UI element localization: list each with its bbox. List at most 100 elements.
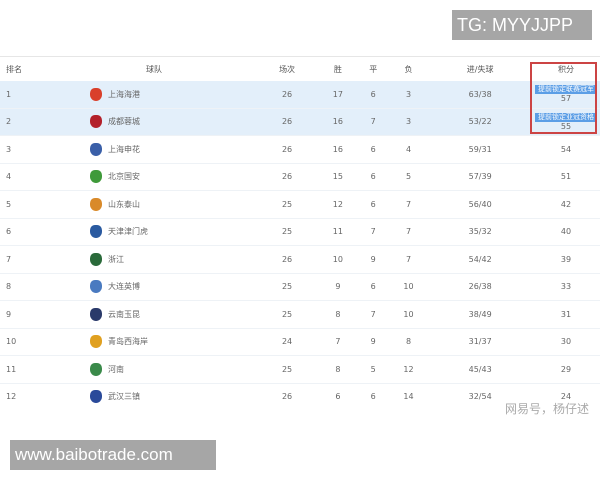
points: 39	[560, 254, 572, 264]
standings-table: 排名 球队 场次 胜 平 负 进/失球 积分 1 上海海港 26 17 6 3 …	[0, 57, 600, 410]
won: 8	[318, 355, 358, 383]
team-cell: 大连英博	[66, 272, 256, 301]
team-cell: 上海海港	[66, 81, 256, 108]
lost: 12	[388, 355, 429, 383]
lost: 3	[388, 81, 429, 108]
goals: 63/38	[428, 81, 532, 108]
tg-watermark: TG: MYYJJPP	[452, 10, 592, 40]
lost: 10	[388, 272, 429, 301]
team-name: 天津津门虎	[108, 227, 148, 237]
goals: 32/54	[428, 382, 532, 410]
rank: 11	[0, 355, 66, 383]
goals: 31/37	[428, 327, 532, 356]
rank: 10	[0, 327, 66, 356]
drawn: 7	[357, 107, 389, 136]
drawn: 6	[357, 162, 389, 191]
points: 29	[560, 364, 572, 374]
team-logo-icon	[90, 307, 102, 321]
status-badge: 提前锁定联赛冠军	[535, 85, 597, 95]
won: 11	[318, 217, 358, 246]
points: 51	[560, 172, 572, 182]
points-cell: 40	[532, 217, 600, 246]
table-row: 4 北京国安 26 15 6 5 57/39 51	[0, 162, 600, 191]
lost: 14	[388, 382, 429, 410]
lost: 8	[388, 327, 429, 356]
team-logo-icon	[90, 142, 102, 156]
team-cell: 天津津门虎	[66, 217, 256, 246]
header-played: 场次	[279, 64, 296, 74]
table-row: 1 上海海港 26 17 6 3 63/38 提前锁定联赛冠军 57	[0, 81, 600, 108]
team-logo-icon	[90, 87, 102, 101]
points: 31	[560, 309, 572, 319]
team-logo-icon	[90, 390, 102, 404]
table-row: 8 大连英博 25 9 6 10 26/38 33	[0, 272, 600, 301]
goals: 35/32	[428, 217, 532, 246]
won: 12	[318, 190, 358, 218]
drawn: 9	[357, 327, 389, 356]
played: 26	[256, 245, 319, 273]
table-row: 12 武汉三镇 26 6 6 14 32/54 24	[0, 382, 600, 410]
team-cell: 山东泰山	[66, 190, 256, 218]
drawn: 6	[357, 272, 389, 301]
lost: 7	[388, 190, 429, 218]
rank: 1	[0, 81, 66, 108]
goals: 59/31	[428, 135, 532, 163]
won: 15	[318, 162, 358, 191]
won: 7	[318, 327, 358, 356]
table-row: 11 河南 25 8 5 12 45/43 29	[0, 355, 600, 383]
team-logo-icon	[90, 197, 102, 211]
header-drawn: 平	[369, 64, 378, 74]
table-row: 7 浙江 26 10 9 7 54/42 39	[0, 245, 600, 273]
points: 55	[560, 121, 572, 131]
team-cell: 上海申花	[66, 135, 256, 163]
team-cell: 武汉三镇	[66, 382, 256, 410]
header-goals: 进/失球	[466, 64, 494, 74]
team-cell: 河南	[66, 355, 256, 383]
table-row: 3 上海申花 26 16 6 4 59/31 54	[0, 135, 600, 163]
points: 33	[560, 282, 572, 292]
points: 30	[560, 337, 572, 347]
goals: 26/38	[428, 272, 532, 301]
won: 8	[318, 300, 358, 328]
team-cell: 成都蓉城	[66, 107, 256, 136]
played: 25	[256, 217, 319, 246]
rank: 7	[0, 245, 66, 273]
header-team: 球队	[146, 64, 162, 74]
drawn: 6	[357, 190, 389, 218]
points: 42	[560, 199, 572, 209]
won: 16	[318, 107, 358, 136]
lost: 3	[388, 107, 429, 136]
won: 6	[318, 382, 358, 410]
drawn: 5	[357, 355, 389, 383]
team-name: 上海申花	[108, 144, 140, 154]
header-rank: 排名	[6, 64, 22, 74]
rank: 12	[0, 382, 66, 410]
points-cell: 39	[532, 245, 600, 273]
header-won: 胜	[333, 64, 342, 74]
team-name: 成都蓉城	[108, 117, 140, 127]
points-cell: 54	[532, 135, 600, 163]
played: 26	[256, 107, 319, 136]
author-watermark: 网易号，杨仔述	[505, 402, 590, 416]
team-name: 大连英博	[108, 282, 140, 292]
team-logo-icon	[90, 280, 102, 294]
played: 24	[256, 327, 319, 356]
team-logo-icon	[90, 362, 102, 376]
goals: 53/22	[428, 107, 532, 136]
team-cell: 浙江	[66, 245, 256, 273]
rank: 3	[0, 135, 66, 163]
lost: 4	[388, 135, 429, 163]
points: 24	[560, 392, 572, 402]
drawn: 6	[357, 382, 389, 410]
drawn: 6	[357, 135, 389, 163]
team-name: 武汉三镇	[108, 392, 140, 402]
played: 25	[256, 190, 319, 218]
header-row: 排名 球队 场次 胜 平 负 进/失球 积分	[0, 57, 600, 81]
status-badge: 提前锁定亚冠资格	[535, 112, 597, 122]
team-name: 青岛西海岸	[108, 337, 148, 347]
lost: 7	[388, 217, 429, 246]
header-points: 积分	[558, 64, 574, 74]
rank: 8	[0, 272, 66, 301]
points-cell: 提前锁定亚冠资格 55	[532, 107, 600, 136]
played: 25	[256, 355, 319, 383]
